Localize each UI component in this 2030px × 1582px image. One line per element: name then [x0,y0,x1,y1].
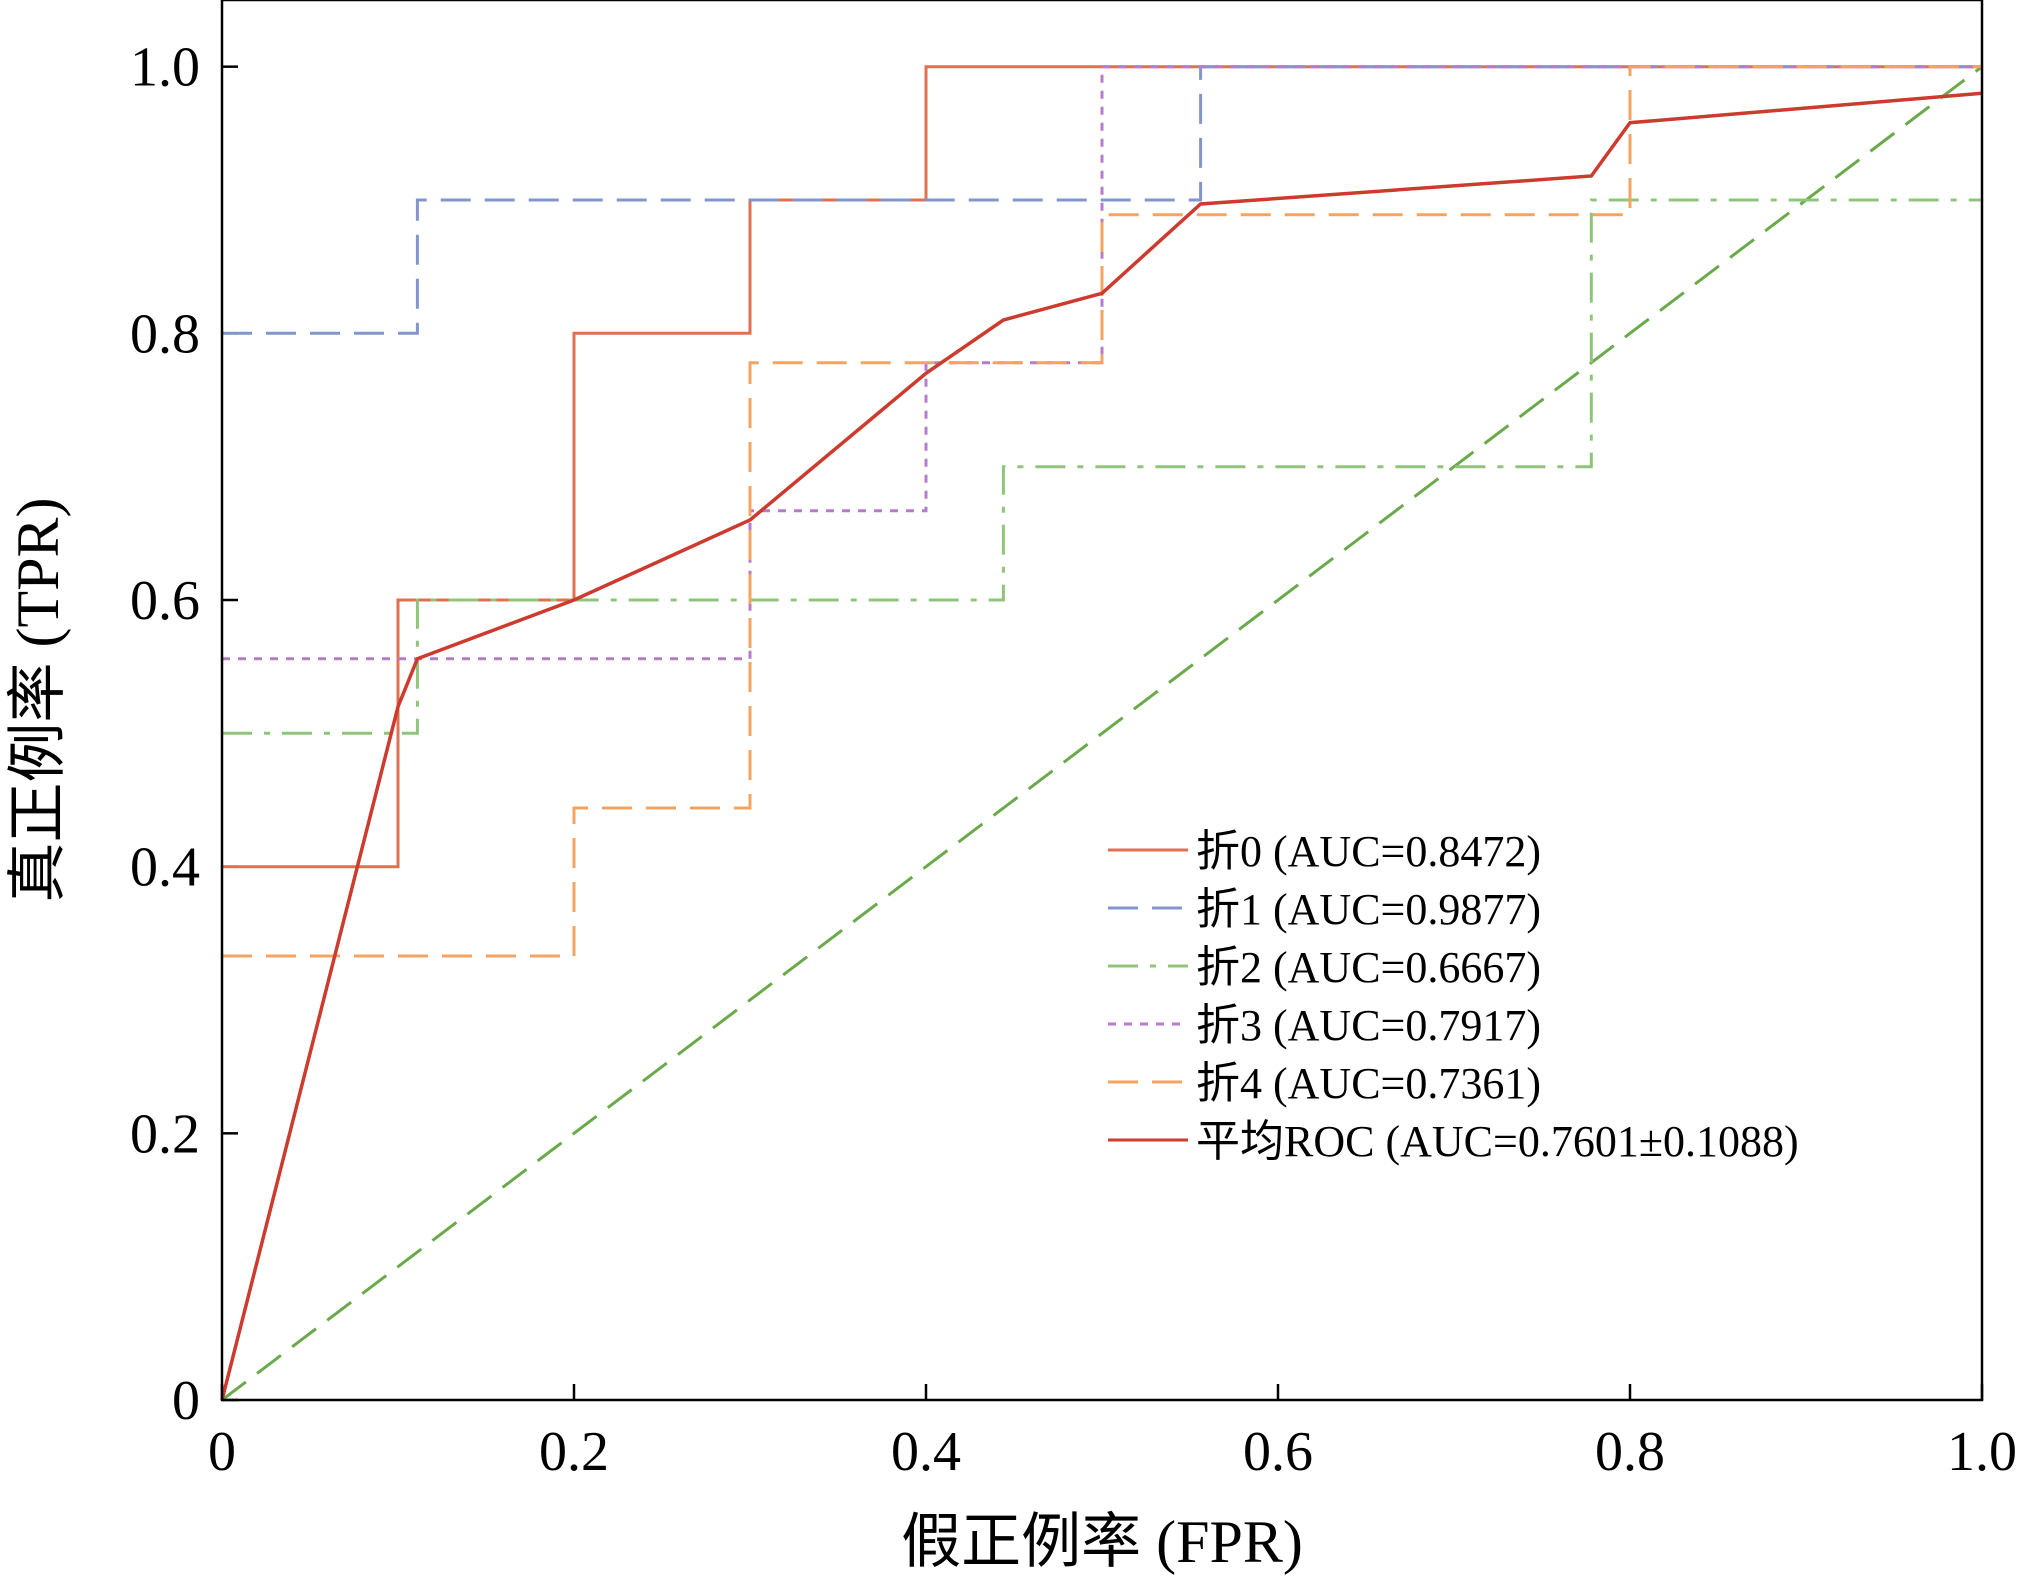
legend-label: 平均ROC (AUC=0.7601±0.1088) [1196,1117,1799,1166]
legend-label: 折2 (AUC=0.6667) [1196,943,1541,992]
legend-label: 折4 (AUC=0.7361) [1196,1059,1541,1108]
x-tick-label: 0.4 [891,1421,961,1483]
legend: 折0 (AUC=0.8472) 折1 (AUC=0.9877) 折2 (AUC=0.… [1108,827,1799,1166]
roc-series-5 [220,91,1983,1401]
legend-label: 折3 (AUC=0.7917) [1196,1001,1541,1050]
chance-diagonal-line [221,65,1983,1402]
roc-series-2 [222,198,1982,735]
x-tick-label: 0.2 [539,1421,609,1483]
roc-series-4 [222,65,1982,958]
legend-label: 折1 (AUC=0.9877) [1196,885,1541,934]
y-tick-label: 0.4 [130,837,200,899]
x-tick-label: 1.0 [1947,1421,2017,1483]
legend-label: 折0 (AUC=0.8472) [1196,827,1541,876]
y-tick-label: 0.8 [130,303,200,365]
series-layer [220,65,1983,1402]
roc-series-0 [222,65,1982,869]
x-tick-label: 0.8 [1595,1421,1665,1483]
x-tick-label: 0.6 [1243,1421,1313,1483]
y-tick-label: 1.0 [130,37,200,99]
plot-frame [220,0,1984,1402]
x-tick-label: 0 [208,1421,236,1483]
x-axis-label: 假正例率 (FPR) [901,1509,1303,1575]
y-tick-label: 0.2 [130,1103,200,1165]
axis-ticks: 0 0.2 0.4 0.6 0.8 1.0 0 0.2 0.4 0.6 0.8 1.0 [130,37,2017,1483]
y-tick-label: 0 [172,1370,200,1432]
y-axis-label: 真正例率 (TPR) [5,498,71,903]
y-tick-label: 0.6 [130,570,200,632]
